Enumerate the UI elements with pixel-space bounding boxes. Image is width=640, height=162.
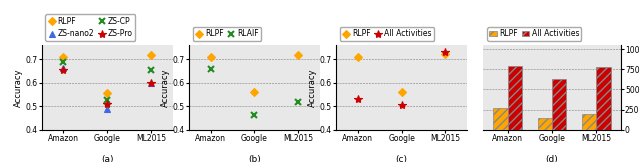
Legend: RLPF, RLAIF: RLPF, RLAIF <box>193 27 261 41</box>
Y-axis label: Accuracy: Accuracy <box>161 68 170 107</box>
Text: (a): (a) <box>101 155 113 162</box>
Text: (c): (c) <box>396 155 408 162</box>
Text: (b): (b) <box>248 155 260 162</box>
Y-axis label: Accuracy: Accuracy <box>13 68 22 107</box>
Y-axis label: Accuracy: Accuracy <box>308 68 317 107</box>
Bar <box>508 66 522 130</box>
Text: (d): (d) <box>546 155 558 162</box>
Bar <box>596 67 611 130</box>
Bar <box>582 114 596 130</box>
Bar <box>493 108 508 130</box>
Legend: RLPF, All Activities: RLPF, All Activities <box>487 27 581 41</box>
Bar <box>538 118 552 130</box>
Legend: RLPF, All Activities: RLPF, All Activities <box>340 27 434 41</box>
Bar <box>552 79 566 130</box>
Legend: RLPF, ZS-nano2, ZS-CP, ZS-Pro: RLPF, ZS-nano2, ZS-CP, ZS-Pro <box>45 14 135 41</box>
